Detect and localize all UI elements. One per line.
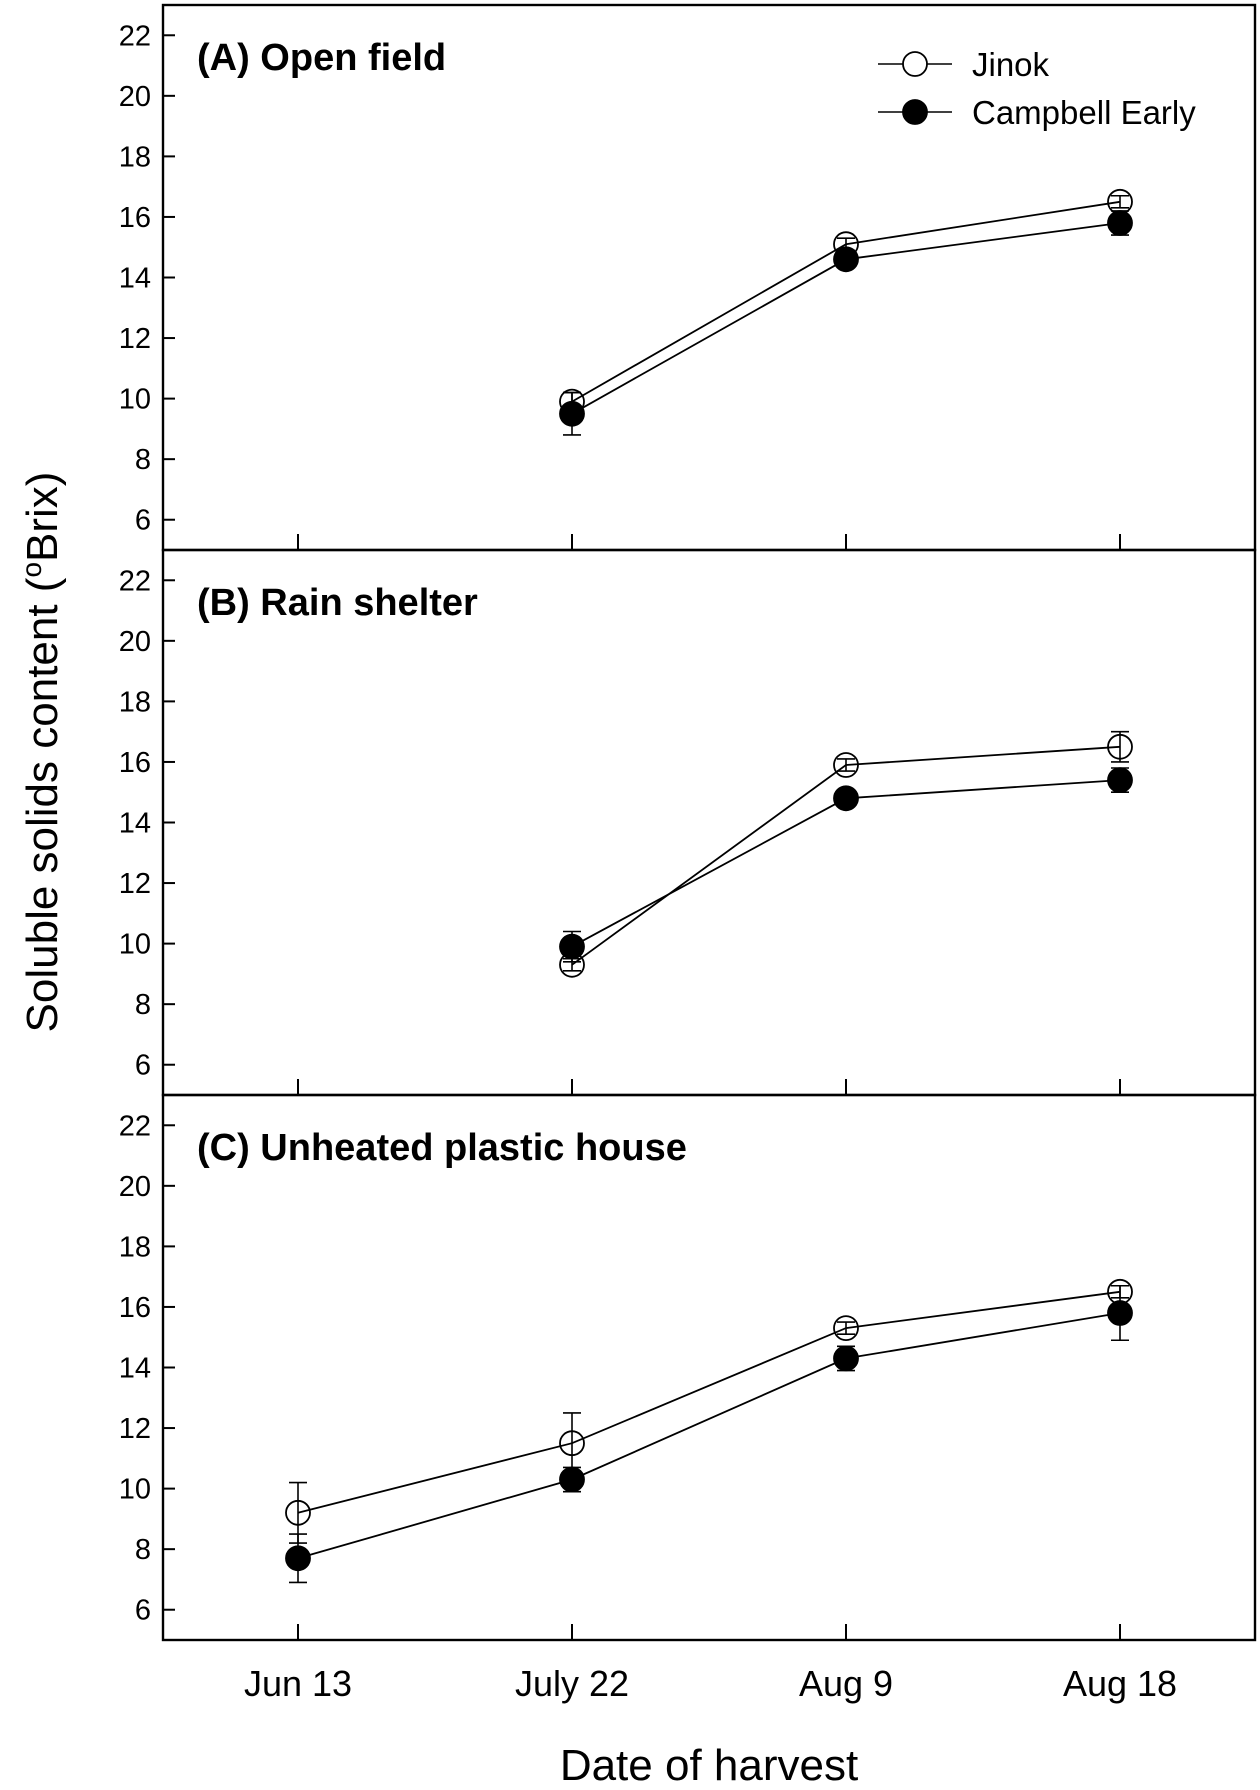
data-point: [285, 1499, 311, 1526]
panels-layer: 6 8 10 12 14 16 18 20 22 (A) Open field 6 8 10 12 14 16…: [119, 3, 1257, 1704]
y-tick-label: 20: [119, 81, 151, 113]
series-line: [297, 1290, 1121, 1514]
panel-frame: [161, 3, 1257, 552]
y-tick-label: 10: [119, 384, 151, 416]
y-tick-label: 18: [119, 141, 151, 173]
panel-2: 6 8 10 12 14 16 18 20 22 (C) Unheated plastic hou…: [119, 1093, 1257, 1642]
y-axis-title-main: Soluble solids content (: [18, 577, 67, 1032]
legend-label-jinok: Jinok: [972, 46, 1050, 83]
data-point: [559, 400, 585, 427]
panel-frame: [161, 1093, 1257, 1642]
y-axis-title: Soluble solids content (oBrix): [16, 472, 67, 1033]
y-tick-label: 16: [119, 1292, 151, 1324]
y-tick-label: 8: [135, 1534, 151, 1566]
x-axis-title: Date of harvest: [560, 1741, 858, 1790]
data-point: [833, 785, 859, 812]
data-point: [833, 1345, 859, 1372]
y-tick-label: 18: [119, 686, 151, 718]
y-tick-label: 22: [119, 565, 151, 597]
panel-1: 6 8 10 12 14 16 18 20 22 (B) Rain shelter: [119, 548, 1257, 1097]
data-point: [559, 1430, 585, 1457]
data-point: [285, 1545, 311, 1572]
y-tick-label: 22: [119, 20, 151, 52]
x-tick-label: Aug 18: [1063, 1663, 1177, 1704]
y-tick-label: 14: [119, 263, 151, 295]
y-tick-label: 12: [119, 1413, 151, 1445]
y-tick-label: 22: [119, 1110, 151, 1142]
y-tick-label: 6: [135, 1050, 151, 1082]
y-tick-label: 20: [119, 1171, 151, 1203]
data-point: [1107, 767, 1133, 793]
y-tick-label: 16: [119, 747, 151, 779]
data-point: [1107, 210, 1133, 236]
series-line: [571, 745, 1121, 966]
legend-marker-campbell: [902, 99, 928, 125]
y-tick-label: 20: [119, 626, 151, 658]
data-point: [559, 1466, 585, 1493]
panel-frame: [161, 548, 1257, 1097]
y-tick-label: 12: [119, 868, 151, 900]
data-point: [1107, 1300, 1133, 1326]
panel-title: (B) Rain shelter: [197, 582, 478, 624]
x-tick-label: Jun 13: [244, 1663, 352, 1704]
y-axis-title-end: Brix): [18, 472, 67, 562]
panel-0: 6 8 10 12 14 16 18 20 22 (A) Open field: [119, 3, 1257, 552]
y-tick-label: 12: [119, 323, 151, 355]
data-point: [833, 752, 859, 778]
series-line: [297, 1312, 1121, 1560]
panel-title: (C) Unheated plastic house: [197, 1127, 687, 1169]
y-tick-label: 14: [119, 808, 151, 840]
legend-marker-jinok: [902, 51, 928, 77]
x-tick-label: July 22: [515, 1663, 629, 1704]
y-tick-label: 8: [135, 444, 151, 476]
y-tick-label: 16: [119, 202, 151, 234]
data-point: [559, 933, 585, 960]
y-tick-label: 8: [135, 989, 151, 1021]
data-point: [833, 1315, 859, 1341]
legend: Jinok Campbell Early: [878, 46, 1196, 131]
y-tick-label: 10: [119, 1474, 151, 1506]
data-point: [833, 246, 859, 273]
y-tick-label: 6: [135, 1595, 151, 1627]
panel-title: (A) Open field: [197, 37, 446, 79]
data-point: [1107, 733, 1133, 760]
y-tick-label: 14: [119, 1353, 151, 1385]
y-tick-label: 10: [119, 929, 151, 961]
x-tick-label: Aug 9: [799, 1663, 893, 1704]
y-tick-label: 6: [135, 505, 151, 537]
y-tick-label: 18: [119, 1231, 151, 1263]
y-axis-title-sup: o: [16, 562, 47, 578]
legend-label-campbell: Campbell Early: [972, 94, 1196, 131]
